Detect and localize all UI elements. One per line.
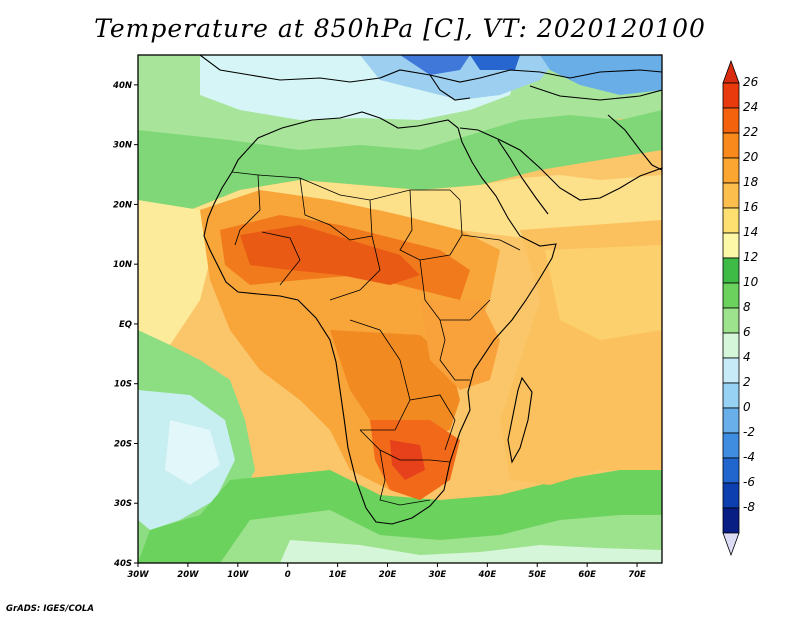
- lon-tick-label: 10E: [329, 570, 347, 580]
- colorbar-swatch: [722, 482, 740, 509]
- lon-tick-label: 70E: [628, 570, 646, 580]
- lat-tick-label: 30N: [113, 141, 132, 151]
- colorbar-swatch: [722, 357, 740, 384]
- lat-tick-label: 20N: [113, 200, 132, 210]
- colorbar-swatch: [722, 157, 740, 184]
- lat-tick-label: 20S: [114, 439, 132, 449]
- longitude-ticks: 30W 20W 10W 0 10E 20E 30E 40E 50E 60E 70E: [127, 563, 646, 580]
- lon-tick-label: 40E: [478, 570, 497, 580]
- colorbar-swatch: [722, 207, 740, 234]
- footer-credit: GrADS: IGES/COLA: [6, 604, 94, 614]
- coastlines: [199, 55, 662, 525]
- colorbar-swatch: [722, 407, 740, 434]
- colorbar-swatch: [722, 457, 740, 484]
- colorbar-swatch: [722, 282, 740, 309]
- map-title: Temperature at 850hPa [C], VT: 202012010…: [94, 14, 706, 43]
- colorbar-label: 0: [743, 400, 751, 414]
- colorbar-swatch: [722, 307, 740, 334]
- colorbar-label: -8: [743, 500, 755, 514]
- lon-tick-label: 0: [285, 570, 291, 580]
- colorbar-label: 12: [743, 250, 758, 264]
- lon-tick-label: 60E: [578, 570, 596, 580]
- lat-tick-label: EQ: [119, 320, 132, 330]
- lat-tick-label: 40S: [113, 559, 132, 569]
- colorbar-top-triangle: [722, 59, 740, 84]
- lon-tick-label: 30W: [127, 570, 149, 580]
- lon-tick-label: 20W: [177, 570, 199, 580]
- colorbar-swatch: [722, 382, 740, 409]
- colorbar-swatch: [722, 332, 740, 359]
- temperature-field: [138, 55, 662, 563]
- colorbar-swatch: [722, 432, 740, 459]
- colorbar-swatch: [722, 232, 740, 259]
- colorbar-swatch: [722, 107, 740, 134]
- colorbar-label: 4: [743, 350, 751, 364]
- lat-tick-label: 10S: [114, 380, 132, 390]
- colorbar-swatch: [722, 182, 740, 209]
- plot-frame: [137, 54, 663, 564]
- colorbar-label: 22: [743, 125, 758, 139]
- lon-tick-label: 30E: [429, 570, 447, 580]
- colorbar-label: 14: [743, 225, 758, 239]
- lat-tick-label: 40N: [112, 81, 132, 91]
- colorbar-label: 6: [743, 325, 751, 339]
- colorbar-label: 10: [743, 275, 759, 289]
- lon-tick-label: 20E: [379, 570, 397, 580]
- lat-tick-label: 30S: [114, 499, 132, 509]
- colorbar-label: 8: [743, 300, 751, 314]
- colorbar-label: 20: [743, 150, 759, 164]
- colorbar-label: -4: [743, 450, 755, 464]
- colorbar-swatch: [722, 507, 740, 534]
- colorbar-label: 2: [743, 375, 751, 389]
- latitude-ticks: 40N 30N 20N 10N EQ 10S 20S 30S 40S: [112, 81, 138, 569]
- colorbar-swatch: [722, 132, 740, 159]
- colorbar-bottom-triangle: [722, 532, 740, 557]
- colorbar-swatch: [722, 257, 740, 284]
- colorbar-label: 24: [743, 100, 758, 114]
- lon-tick-label: 10W: [227, 570, 249, 580]
- colorbar-label: -2: [743, 425, 755, 439]
- colorbar-swatch: [722, 82, 740, 109]
- colorbar-label: 26: [743, 75, 759, 89]
- country-borders: [231, 171, 521, 506]
- colorbar-label: -6: [743, 475, 755, 489]
- colorbar-label: 16: [743, 200, 759, 214]
- lon-tick-label: 50E: [528, 570, 546, 580]
- colorbar-label: 18: [743, 175, 759, 189]
- lat-tick-label: 10N: [113, 260, 132, 270]
